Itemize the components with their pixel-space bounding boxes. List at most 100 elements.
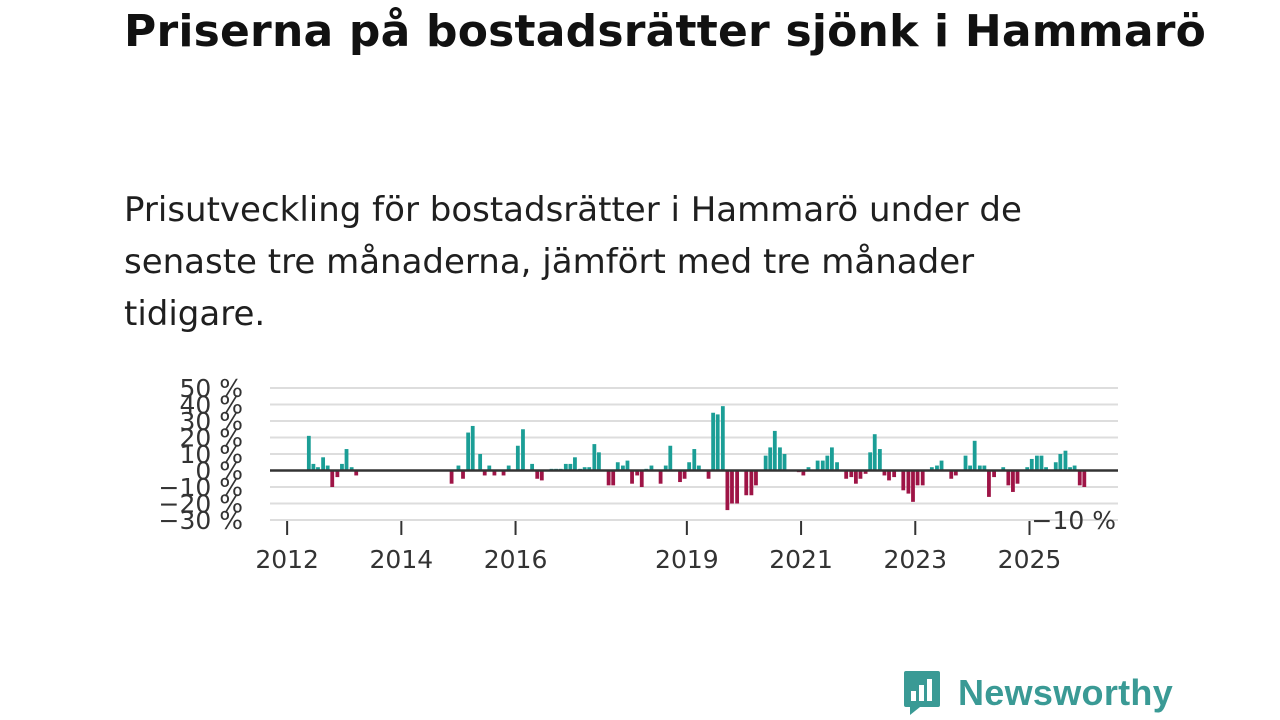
bar [563, 463, 568, 471]
bar [478, 454, 483, 471]
bar [901, 470, 906, 491]
bar [487, 465, 492, 471]
bar [820, 460, 825, 471]
x-tick-label: 2023 [883, 545, 947, 574]
bar [935, 465, 939, 471]
bar [501, 470, 506, 476]
bar [1011, 470, 1015, 492]
bar [1063, 450, 1068, 471]
bar [1058, 454, 1063, 471]
bar [682, 470, 687, 479]
bar [887, 470, 891, 481]
x-tick-label: 2014 [370, 545, 434, 574]
bar [482, 470, 487, 476]
bar [877, 449, 882, 471]
bar [929, 467, 934, 471]
bar [592, 444, 597, 471]
bar [915, 470, 920, 486]
x-tick-label: 2016 [484, 545, 548, 574]
bar [692, 449, 697, 471]
bar [715, 414, 720, 471]
bar [968, 465, 972, 471]
bar [340, 463, 344, 471]
bar [920, 470, 925, 486]
bar [344, 449, 349, 471]
bar [649, 465, 654, 471]
bars [270, 406, 1118, 511]
bar [535, 470, 540, 479]
bar [1068, 467, 1072, 471]
bar [835, 462, 839, 471]
x-axis: 2012 2014 2016 2019 2021 2023 2025 [255, 521, 1061, 574]
bar [844, 470, 849, 479]
bar [778, 447, 782, 471]
bar [611, 470, 616, 486]
bar [1035, 455, 1039, 471]
bar [972, 440, 977, 471]
y-tick-label: 30 % [179, 407, 243, 436]
bar [456, 465, 461, 471]
y-tick-label: 10 % [179, 440, 243, 469]
newsworthy-logo: Newsworthy [902, 670, 1173, 716]
bar [749, 470, 754, 496]
bar [635, 470, 640, 476]
bar [696, 465, 701, 471]
bar [992, 470, 996, 478]
bar [825, 455, 830, 471]
bar [668, 445, 673, 471]
bar [735, 470, 740, 504]
bar [1029, 458, 1034, 471]
bar [449, 470, 454, 484]
bar [849, 470, 854, 478]
bar [658, 470, 663, 484]
chart-subtitle: Prisutveckling för bostadsrätter i Hamma… [124, 190, 1022, 334]
bar [466, 432, 471, 471]
bar [1015, 470, 1020, 484]
bar [744, 470, 749, 496]
y-axis: −30 %−20 %−10 %0 %10 %20 %30 %40 %50 % [159, 374, 243, 535]
bar [470, 425, 475, 471]
bar [1025, 467, 1030, 471]
bar [625, 460, 630, 471]
bar [963, 455, 968, 471]
y-tick-label: 50 % [179, 374, 243, 403]
bar [1077, 470, 1082, 486]
bar [311, 463, 316, 471]
y-tick-label: 0 % [195, 457, 243, 486]
bar [711, 412, 716, 471]
last-value-annotation: −10 % [1032, 506, 1116, 535]
bar [725, 470, 730, 511]
bar [892, 470, 897, 478]
bar [530, 463, 535, 471]
bar [687, 462, 692, 471]
bar [801, 470, 806, 476]
x-tick-label: 2012 [255, 545, 319, 574]
bar [853, 470, 858, 484]
bar [772, 430, 777, 471]
bar [858, 470, 863, 479]
bar [830, 447, 834, 471]
bar [1072, 465, 1077, 471]
bar-chart-speech-icon [904, 671, 940, 715]
bar [587, 467, 592, 471]
bar [1044, 467, 1048, 471]
bar [763, 455, 768, 471]
bar [949, 470, 954, 479]
bar [506, 465, 511, 471]
bar [911, 470, 915, 502]
bar [606, 470, 611, 486]
bar [872, 434, 877, 471]
bar [349, 467, 354, 471]
bar [806, 467, 811, 471]
bar [615, 462, 620, 471]
bar [706, 470, 711, 479]
bar [573, 457, 577, 471]
x-tick-label: 2019 [655, 545, 719, 574]
brand-name: Newsworthy [958, 672, 1174, 713]
bar [316, 467, 320, 471]
bar [768, 447, 773, 471]
bar [730, 470, 734, 504]
bar [754, 470, 758, 486]
grid-lines [270, 387, 1118, 521]
